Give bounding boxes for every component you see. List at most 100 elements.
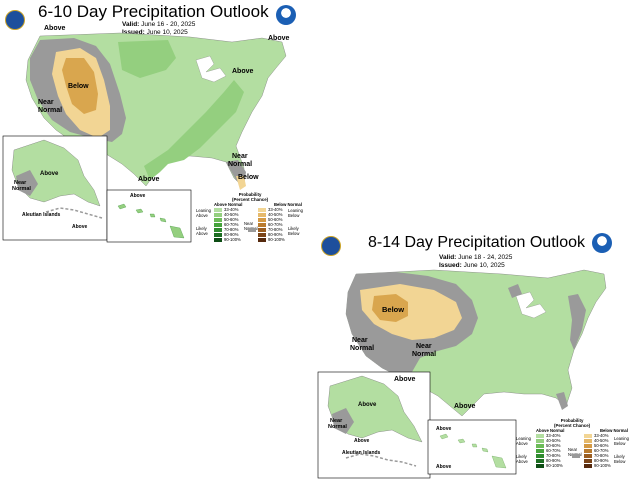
legend-above-swatch — [536, 464, 544, 468]
legend-below-swatch — [584, 434, 592, 438]
legend-below-row: 60-70% — [584, 448, 611, 453]
aleutian-islands — [345, 453, 417, 467]
legend-below-row: 70-80% — [584, 453, 611, 458]
near-normal-fl — [556, 392, 568, 410]
legend-below-range: 70-80% — [594, 453, 609, 458]
page-title: 6-10 Day Precipitation Outlook — [38, 2, 269, 21]
legend-below-swatch — [258, 218, 266, 222]
legend-above-header: Above Normal — [536, 428, 565, 433]
legend-above-swatch — [214, 223, 222, 227]
label-ak-near-normal-2: Normal — [12, 186, 31, 192]
legend-below-row: 33-40% — [258, 207, 285, 212]
label-near-normal-fl-1: Near — [232, 153, 248, 160]
legend-below-range: 40-50% — [268, 212, 283, 217]
label-below-west: Below — [382, 305, 404, 314]
legend-below-swatch — [584, 454, 592, 458]
legend-below-row: 40-50% — [584, 438, 611, 443]
label-ak-above: Above — [40, 171, 59, 177]
label-above-nw: Above — [44, 25, 66, 32]
legend-above-header: Above Normal — [214, 202, 243, 207]
legend-below-row: 50-60% — [584, 443, 611, 448]
doc-seal-logo — [321, 236, 341, 256]
legend-below-range: 50-60% — [594, 443, 609, 448]
legend-814: Probability (Percent Chance) Above Norma… — [512, 418, 638, 476]
legend-below-range: 60-70% — [268, 222, 283, 227]
legend-leaning-above: Leaning Above — [516, 436, 531, 446]
legend-above-swatch — [214, 218, 222, 222]
legend-above-swatch — [536, 454, 544, 458]
legend-below-row: 80-90% — [584, 458, 611, 463]
noaa-logo — [276, 5, 296, 25]
legend-above-swatch — [214, 238, 222, 242]
alaska-near-normal — [16, 170, 38, 196]
legend-above-row: 40-50% — [536, 438, 563, 443]
legend-below-swatch — [584, 464, 592, 468]
legend-below-swatch — [258, 238, 266, 242]
legend-below-range: 33-40% — [594, 433, 609, 438]
legend-above-swatch — [214, 208, 222, 212]
legend-above-swatch — [536, 434, 544, 438]
legend-below-swatch — [258, 233, 266, 237]
legend-above-row: 80-90% — [536, 458, 563, 463]
label-near-normal-fl-2: Normal — [228, 161, 252, 168]
label-below-west: Below — [68, 83, 89, 90]
legend-below-swatch — [584, 449, 592, 453]
legend-above-swatch — [536, 444, 544, 448]
legend-above-range: 90-100% — [546, 463, 563, 468]
label-near-normal-west-2: Normal — [350, 345, 374, 352]
above-band-plains — [118, 40, 176, 78]
below-core-west — [62, 58, 98, 114]
outlook-map-610: Above Above Above Below Near Normal Abov… — [2, 25, 290, 243]
legend-above-range: 80-90% — [224, 232, 239, 237]
near-normal-mi — [508, 284, 522, 298]
legend-below-swatch — [258, 213, 266, 217]
legend-below-row: 70-80% — [258, 227, 285, 232]
label-aleutian: Aleutian Islands — [342, 450, 381, 456]
label-near-normal-center-2: Normal — [412, 351, 436, 358]
valid-dates: Valid: June 18 - 24, 2025 — [439, 254, 513, 261]
legend-below-range: 40-50% — [594, 438, 609, 443]
legend-below-range: 90-100% — [268, 237, 285, 242]
legend-above-row: 33-40% — [536, 433, 563, 438]
outlook-map-814: Below Near Normal Near Normal Above Abov… — [317, 269, 607, 479]
below-core-west — [372, 294, 408, 322]
label-above-south: Above — [138, 176, 160, 183]
doc-seal-logo — [5, 10, 25, 30]
label-ak-above-2: Above — [354, 438, 370, 444]
label-ak-near-normal-2: Normal — [328, 424, 347, 430]
legend-leaning-above: Leaning Above — [196, 208, 211, 218]
legend-above-row: 70-80% — [536, 453, 563, 458]
legend-610: Probability (Percent Chance) Above Norma… — [190, 192, 310, 248]
legend-below-header: Below Normal — [600, 428, 628, 433]
legend-below-range: 80-90% — [268, 232, 283, 237]
legend-below-swatch — [258, 228, 266, 232]
legend-above-range: 50-60% — [224, 217, 239, 222]
legend-above-swatch — [214, 233, 222, 237]
legend-above-row: 60-70% — [214, 222, 241, 227]
legend-above-range: 60-70% — [224, 222, 239, 227]
legend-above-scale: 33-40% 40-50% 50-60% 60-70% 70-80% 80-90% 90-1… — [536, 433, 563, 468]
label-ak-near-normal-1: Near — [14, 180, 27, 186]
label-near-normal-west-2: Normal — [38, 107, 62, 114]
legend-below-row: 33-40% — [584, 433, 611, 438]
legend-below-swatch — [584, 459, 592, 463]
issued-date: Issued: June 10, 2025 — [439, 262, 505, 269]
legend-below-swatch — [258, 208, 266, 212]
legend-near-swatch — [248, 228, 256, 232]
label-near-normal-west-1: Near — [38, 99, 54, 106]
legend-above-row: 50-60% — [536, 443, 563, 448]
label-ak-near-normal-1: Near — [330, 418, 343, 424]
legend-above-range: 33-40% — [546, 433, 561, 438]
legend-above-scale: 33-40% 40-50% 50-60% 60-70% 70-80% 80-90% 90-1… — [214, 207, 241, 242]
legend-above-range: 70-80% — [546, 453, 561, 458]
legend-above-swatch — [536, 459, 544, 463]
legend-above-range: 70-80% — [224, 227, 239, 232]
label-near-normal-center-1: Near — [416, 343, 432, 350]
legend-below-row: 90-100% — [258, 237, 285, 242]
legend-above-row: 80-90% — [214, 232, 241, 237]
label-below-fl: Below — [238, 174, 259, 181]
legend-below-range: 50-60% — [268, 217, 283, 222]
legend-likely-below: Likely Below — [288, 226, 300, 236]
valid-dates: Valid: June 16 - 20, 2025 — [122, 21, 196, 28]
legend-below-header: Below Normal — [274, 202, 302, 207]
